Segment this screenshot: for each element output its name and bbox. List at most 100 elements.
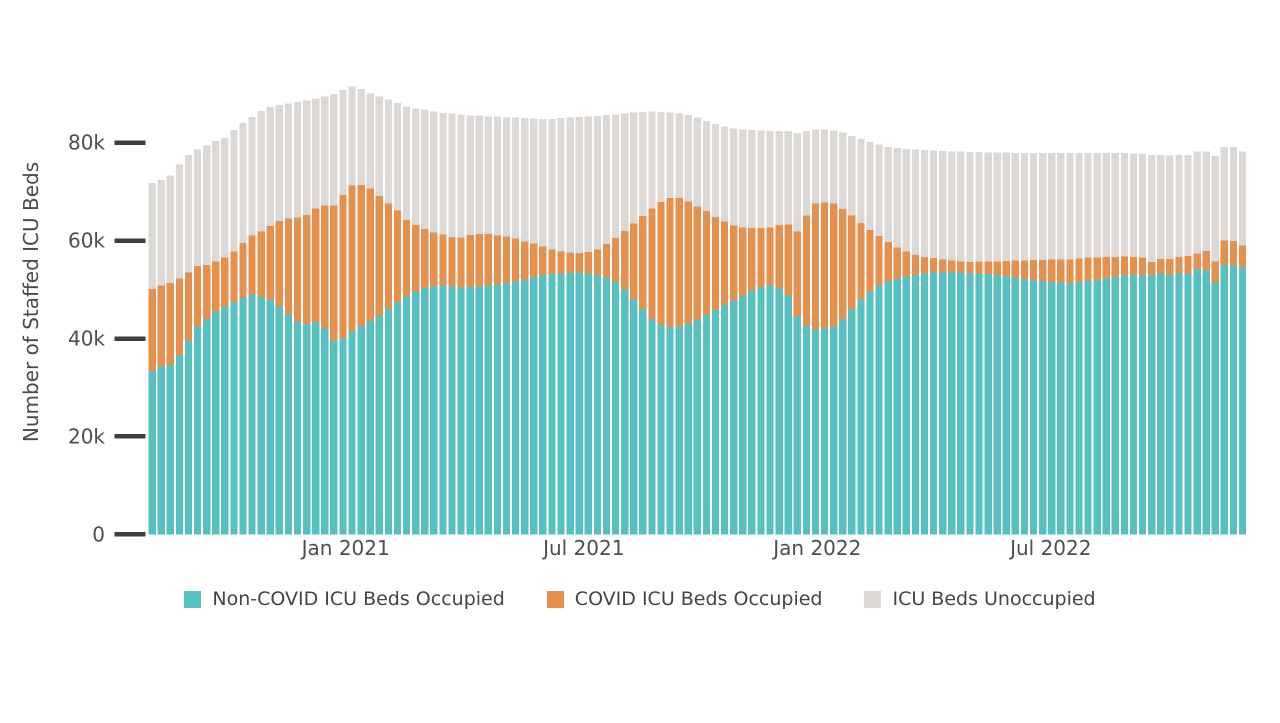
covid-bar-segment[interactable] <box>966 262 974 273</box>
unoccupied-bar-segment[interactable] <box>784 130 792 225</box>
covid-bar-segment[interactable] <box>402 220 411 297</box>
legend-item-covid[interactable]: COVID ICU Beds Occupied <box>546 588 822 610</box>
unoccupied-bar-segment[interactable] <box>584 116 592 252</box>
non-covid-bar-segment[interactable] <box>530 276 538 535</box>
covid-bar-segment[interactable] <box>593 249 602 275</box>
non-covid-bar-segment[interactable] <box>1048 282 1056 535</box>
non-covid-bar-segment[interactable] <box>784 295 792 535</box>
covid-bar-segment[interactable] <box>239 243 247 298</box>
unoccupied-bar-segment[interactable] <box>811 129 820 204</box>
covid-bar-segment[interactable] <box>1220 240 1229 266</box>
unoccupied-bar-segment[interactable] <box>857 138 865 223</box>
covid-bar-segment[interactable] <box>1229 241 1238 266</box>
non-covid-bar-segment[interactable] <box>839 318 847 535</box>
covid-bar-segment[interactable] <box>911 254 920 275</box>
unoccupied-bar-segment[interactable] <box>802 130 811 216</box>
legend-item-unoccupied[interactable]: ICU Beds Unoccupied <box>864 588 1096 610</box>
covid-bar-segment[interactable] <box>484 234 492 286</box>
non-covid-bar-segment[interactable] <box>957 272 965 535</box>
covid-bar-segment[interactable] <box>539 246 547 275</box>
non-covid-bar-segment[interactable] <box>1084 280 1092 535</box>
covid-bar-segment[interactable] <box>1148 262 1156 275</box>
unoccupied-bar-segment[interactable] <box>302 100 311 216</box>
non-covid-bar-segment[interactable] <box>166 364 174 535</box>
non-covid-bar-segment[interactable] <box>748 290 756 535</box>
covid-bar-segment[interactable] <box>648 208 656 319</box>
unoccupied-bar-segment[interactable] <box>402 106 411 221</box>
covid-bar-segment[interactable] <box>312 208 320 322</box>
non-covid-bar-segment[interactable] <box>1202 269 1210 535</box>
unoccupied-bar-segment[interactable] <box>1138 153 1147 258</box>
covid-bar-segment[interactable] <box>330 205 338 341</box>
unoccupied-bar-segment[interactable] <box>284 103 293 219</box>
covid-bar-segment[interactable] <box>702 211 711 315</box>
non-covid-bar-segment[interactable] <box>684 323 692 535</box>
unoccupied-bar-segment[interactable] <box>1102 152 1110 258</box>
non-covid-bar-segment[interactable] <box>375 315 383 535</box>
covid-bar-segment[interactable] <box>1057 259 1065 283</box>
non-covid-bar-segment[interactable] <box>1129 274 1138 535</box>
non-covid-bar-segment[interactable] <box>1057 282 1065 535</box>
non-covid-bar-segment[interactable] <box>993 274 1001 535</box>
covid-bar-segment[interactable] <box>248 235 256 295</box>
non-covid-bar-segment[interactable] <box>1102 278 1110 535</box>
unoccupied-bar-segment[interactable] <box>630 112 638 224</box>
non-covid-bar-segment[interactable] <box>257 296 265 535</box>
unoccupied-bar-segment[interactable] <box>348 86 356 186</box>
non-covid-bar-segment[interactable] <box>1039 281 1047 535</box>
unoccupied-bar-segment[interactable] <box>1039 152 1047 261</box>
non-covid-bar-segment[interactable] <box>911 274 920 535</box>
covid-bar-segment[interactable] <box>766 227 774 286</box>
covid-bar-segment[interactable] <box>1093 257 1101 280</box>
unoccupied-bar-segment[interactable] <box>257 110 265 232</box>
unoccupied-bar-segment[interactable] <box>566 117 574 253</box>
covid-bar-segment[interactable] <box>839 208 847 319</box>
covid-bar-segment[interactable] <box>748 227 756 291</box>
covid-bar-segment[interactable] <box>203 265 211 319</box>
unoccupied-bar-segment[interactable] <box>839 132 847 209</box>
non-covid-bar-segment[interactable] <box>1148 274 1156 535</box>
non-covid-bar-segment[interactable] <box>521 279 529 535</box>
covid-bar-segment[interactable] <box>530 243 538 277</box>
unoccupied-bar-segment[interactable] <box>339 89 347 196</box>
unoccupied-bar-segment[interactable] <box>884 147 892 243</box>
unoccupied-bar-segment[interactable] <box>1175 154 1183 257</box>
unoccupied-bar-segment[interactable] <box>575 116 583 253</box>
covid-bar-segment[interactable] <box>802 215 811 326</box>
non-covid-bar-segment[interactable] <box>221 306 229 535</box>
covid-bar-segment[interactable] <box>1175 256 1183 273</box>
non-covid-bar-segment[interactable] <box>1175 272 1183 535</box>
covid-bar-segment[interactable] <box>757 227 765 288</box>
covid-bar-segment[interactable] <box>793 231 801 316</box>
non-covid-bar-segment[interactable] <box>493 284 502 535</box>
unoccupied-bar-segment[interactable] <box>866 142 874 230</box>
non-covid-bar-segment[interactable] <box>675 326 683 535</box>
unoccupied-bar-segment[interactable] <box>521 118 529 242</box>
non-covid-bar-segment[interactable] <box>893 278 901 535</box>
unoccupied-bar-segment[interactable] <box>602 114 611 245</box>
covid-bar-segment[interactable] <box>1184 255 1192 274</box>
covid-bar-segment[interactable] <box>1048 259 1056 283</box>
unoccupied-bar-segment[interactable] <box>484 116 492 235</box>
unoccupied-bar-segment[interactable] <box>511 117 520 239</box>
unoccupied-bar-segment[interactable] <box>693 117 701 207</box>
non-covid-bar-segment[interactable] <box>393 301 402 535</box>
covid-bar-segment[interactable] <box>939 259 947 272</box>
covid-bar-segment[interactable] <box>684 201 692 324</box>
non-covid-bar-segment[interactable] <box>884 281 892 535</box>
covid-bar-segment[interactable] <box>920 256 929 274</box>
non-covid-bar-segment[interactable] <box>602 277 611 535</box>
unoccupied-bar-segment[interactable] <box>920 150 929 257</box>
covid-bar-segment[interactable] <box>1211 261 1219 283</box>
unoccupied-bar-segment[interactable] <box>366 93 374 189</box>
non-covid-bar-segment[interactable] <box>203 318 211 535</box>
non-covid-bar-segment[interactable] <box>548 273 556 535</box>
covid-bar-segment[interactable] <box>830 203 838 327</box>
covid-bar-segment[interactable] <box>848 215 856 310</box>
non-covid-bar-segment[interactable] <box>312 321 320 535</box>
unoccupied-bar-segment[interactable] <box>375 96 383 197</box>
unoccupied-bar-segment[interactable] <box>1029 152 1038 261</box>
covid-bar-segment[interactable] <box>393 210 402 302</box>
unoccupied-bar-segment[interactable] <box>1066 152 1074 260</box>
unoccupied-bar-segment[interactable] <box>730 128 738 226</box>
